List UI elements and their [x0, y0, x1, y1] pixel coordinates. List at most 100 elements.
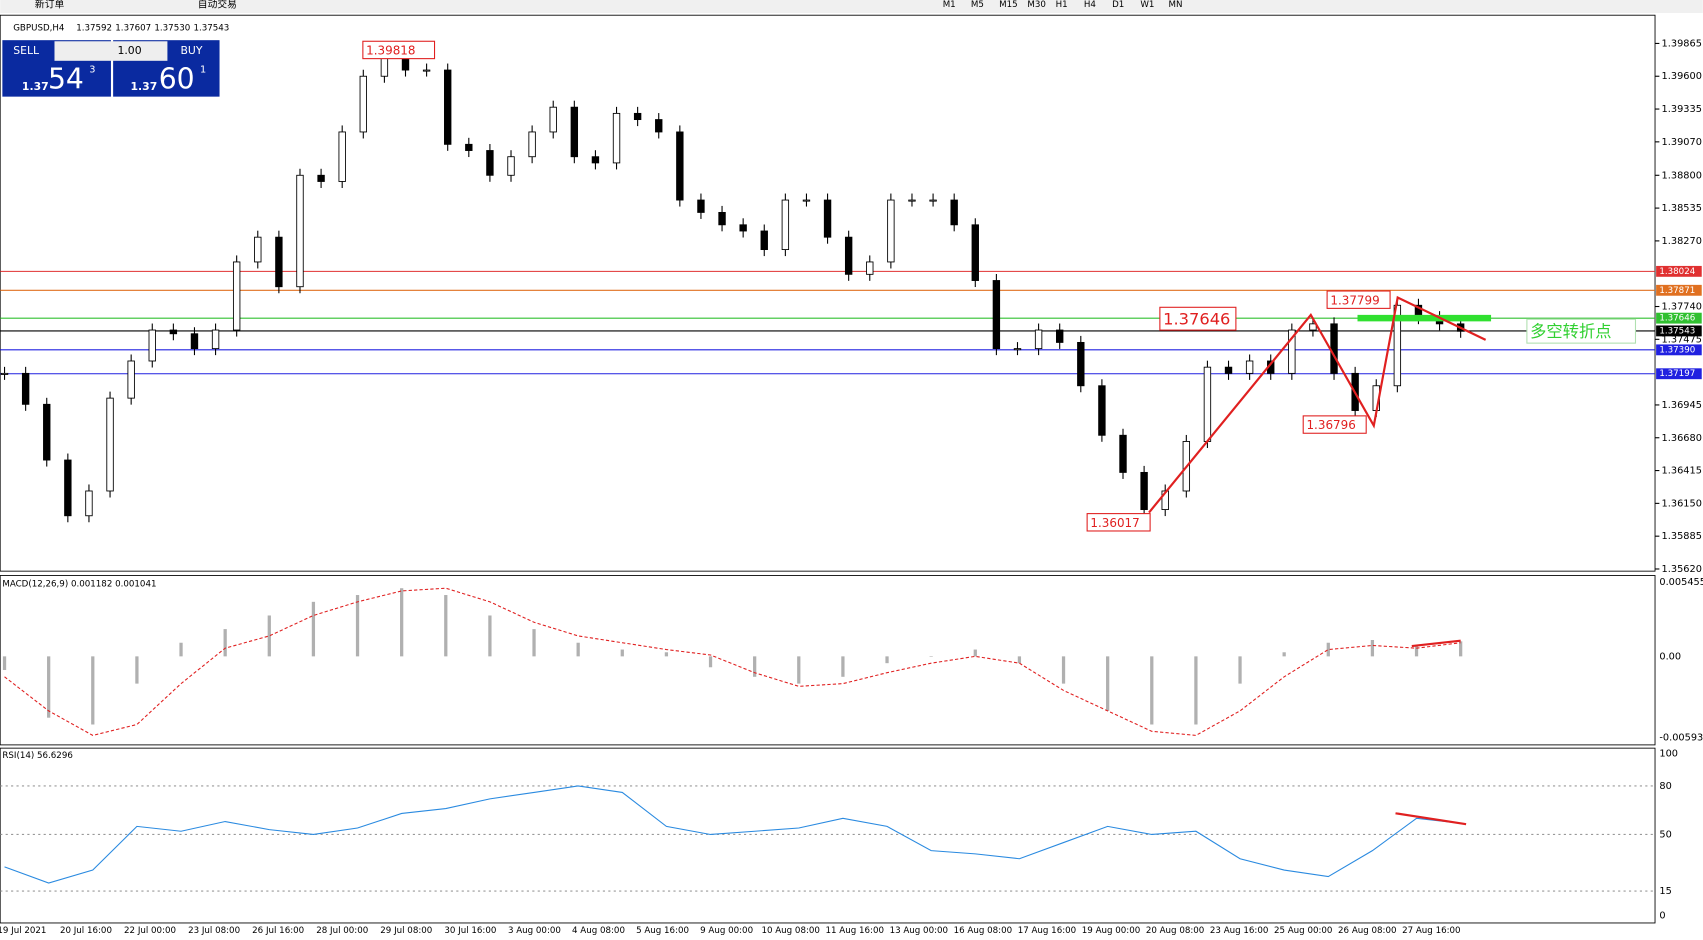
sell-button[interactable]: SELL [13, 44, 39, 57]
candle [1056, 329, 1064, 343]
price-tick-label: 1.35620 [1662, 564, 1702, 575]
price-tick-label: 1.38270 [1662, 236, 1702, 247]
time-label: 25 Aug 00:00 [1274, 926, 1332, 936]
annotation: 1.39818 [366, 44, 415, 58]
price-tick-label: 1.38535 [1662, 203, 1702, 214]
low: 1.37530 [154, 24, 190, 34]
candle [697, 199, 705, 213]
timeframe-button[interactable]: M30 [1027, 0, 1046, 10]
timeframe-button[interactable]: M15 [999, 0, 1018, 10]
macd-bar [1414, 645, 1419, 657]
timeframe-button[interactable]: MN [1169, 0, 1183, 10]
timeframe-button[interactable]: H4 [1084, 0, 1097, 10]
macd-bar [400, 588, 404, 657]
buy-big: 60 [159, 62, 195, 95]
macd-signal [4, 587, 1461, 736]
annotation-box [1326, 290, 1391, 309]
time-label: 3 Aug 00:00 [508, 926, 561, 936]
buy-prefix: 1.37 [130, 80, 157, 93]
candle [971, 224, 979, 281]
macd-bar [1106, 656, 1110, 711]
toolbar [0, 0, 1703, 14]
time-label: 4 Aug 08:00 [572, 926, 625, 936]
annotation: 1.37646 [1163, 309, 1230, 328]
macd-bar [1326, 642, 1330, 657]
sell-prefix: 1.37 [22, 80, 49, 93]
rsi-pane [0, 747, 1656, 924]
candle [359, 75, 367, 133]
lots[interactable]: 1.00 [117, 44, 141, 57]
candle [64, 459, 72, 517]
macd-bar [576, 642, 580, 657]
auto-trade[interactable]: 自动交易 [198, 0, 237, 10]
annotation: 1.36796 [1306, 418, 1355, 432]
trade-panel: SELL 1.00 BUY 1.37 54 3 1.37 60 1 [2, 40, 220, 97]
macd-bar [1061, 656, 1066, 684]
price-tick-label: 1.36680 [1662, 433, 1702, 444]
candle [929, 199, 937, 202]
candle [1309, 323, 1317, 331]
level-label: 1.37646 [1659, 314, 1695, 324]
annotation-box [1086, 513, 1151, 532]
time-label: 26 Aug 08:00 [1338, 926, 1396, 936]
macd-bar [532, 629, 536, 657]
macd-bar [973, 649, 977, 657]
candle [866, 261, 874, 275]
time-label: 17 Aug 16:00 [1018, 926, 1076, 936]
annotation-box [1526, 318, 1637, 344]
timeframe-button[interactable]: H1 [1056, 0, 1068, 10]
time-label: 11 Aug 16:00 [826, 926, 884, 936]
timeframe-button[interactable]: D1 [1112, 0, 1124, 10]
candle [633, 112, 642, 121]
macd-bar [1238, 656, 1242, 684]
candle [1034, 329, 1043, 350]
candle [1077, 341, 1085, 387]
timeframe-button[interactable]: W1 [1140, 0, 1154, 10]
candle [85, 490, 93, 517]
chart-symbol: GBPUSD,H4 [13, 24, 65, 34]
price-tick-label: 1.39070 [1662, 137, 1702, 148]
macd-tick-label: 0.00 [1659, 651, 1681, 662]
candle [549, 106, 557, 133]
timeframe-button[interactable]: M5 [971, 0, 984, 10]
close: 1.37543 [193, 24, 229, 34]
candle [1224, 366, 1233, 374]
macd-bar [1017, 656, 1022, 664]
candle [254, 236, 262, 263]
rsi-tick-label: 50 [1659, 829, 1671, 840]
level-tag [1656, 344, 1702, 356]
time-label: 27 Aug 16:00 [1402, 926, 1460, 936]
macd-arrow [1411, 639, 1461, 648]
price-tick-label: 1.37475 [1662, 334, 1702, 345]
level-label: 1.37871 [1659, 286, 1695, 296]
candle [444, 69, 452, 145]
price-tick-label: 1.38800 [1662, 170, 1702, 181]
buy-button[interactable]: BUY [180, 44, 202, 57]
timeframe-button[interactable]: M1 [943, 0, 956, 10]
candle [676, 131, 684, 201]
time-label: 10 Aug 08:00 [761, 926, 819, 936]
level-label: 1.38024 [1659, 267, 1695, 277]
rsi-line [4, 785, 1461, 884]
macd-pane [0, 575, 1656, 746]
candle [1140, 471, 1148, 510]
rsi-tick-label: 100 [1659, 749, 1678, 760]
time-label: 30 Jul 16:00 [444, 926, 496, 936]
candle [190, 333, 199, 350]
time-label: 19 Aug 00:00 [1082, 926, 1140, 936]
rsi-tick-label: 80 [1659, 781, 1671, 792]
price-tick-label: 1.36415 [1662, 466, 1702, 477]
price-tick-label: 1.39335 [1662, 104, 1702, 115]
price-tick-label: 1.39865 [1662, 38, 1702, 49]
macd-bar [311, 601, 316, 657]
price-tick-label: 1.36150 [1662, 498, 1702, 509]
candle [844, 236, 853, 275]
macd-bar [2, 656, 7, 670]
new-order[interactable]: 新订单 [35, 0, 65, 10]
level-label: 1.37543 [1659, 326, 1695, 336]
candle [296, 174, 304, 288]
rsi-tick-label: 15 [1659, 886, 1671, 897]
candle [148, 329, 156, 362]
macd-bar [444, 595, 448, 657]
